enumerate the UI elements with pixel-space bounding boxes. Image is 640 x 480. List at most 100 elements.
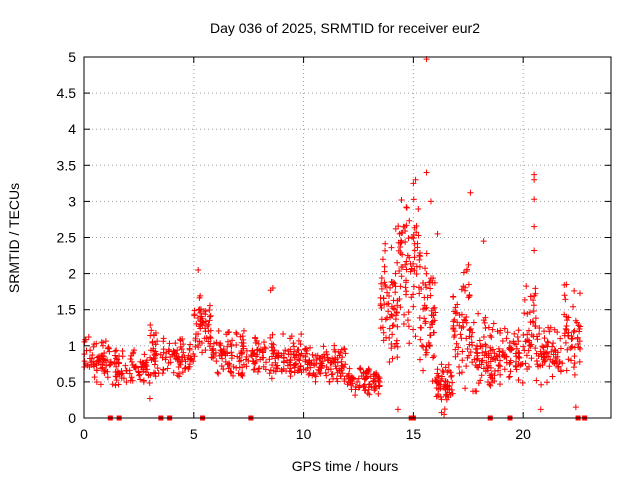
data-point xyxy=(423,250,430,257)
data-point xyxy=(207,312,214,319)
data-point xyxy=(180,349,187,356)
data-point xyxy=(536,330,543,337)
axis-ticks-layer: 0 0.5 1 1.5 2 2.5 3 3.5 4 4.5 5 0 5 10 15 20 xyxy=(57,49,611,442)
data-point xyxy=(280,354,287,361)
data-point xyxy=(454,350,461,357)
data-point xyxy=(210,353,217,360)
outlier-point xyxy=(572,404,579,411)
data-point xyxy=(438,396,445,403)
data-point xyxy=(411,240,418,247)
data-point xyxy=(559,360,566,367)
data-point xyxy=(554,329,561,336)
data-point xyxy=(400,223,407,230)
data-point xyxy=(477,342,484,349)
data-point xyxy=(393,337,400,344)
data-point xyxy=(331,342,338,349)
data-point xyxy=(375,390,382,397)
outlier-point xyxy=(441,411,448,418)
data-point xyxy=(355,375,362,382)
data-point xyxy=(259,349,266,356)
data-point xyxy=(401,311,408,318)
data-point xyxy=(521,347,528,354)
y-tick-label: 5 xyxy=(68,49,76,65)
data-point xyxy=(396,267,403,274)
data-point xyxy=(192,335,199,342)
data-point xyxy=(212,349,219,356)
outlier-point xyxy=(531,176,538,183)
data-point xyxy=(411,254,418,261)
data-point xyxy=(243,363,250,370)
data-point xyxy=(141,361,148,368)
data-point xyxy=(309,351,316,358)
outlier-point xyxy=(434,230,441,237)
data-point xyxy=(103,362,110,369)
data-point xyxy=(536,324,543,331)
data-point xyxy=(452,304,459,311)
data-point xyxy=(254,368,261,375)
data-point xyxy=(478,372,485,379)
data-point xyxy=(576,290,583,297)
data-point xyxy=(334,359,341,366)
data-point xyxy=(469,329,476,336)
data-point xyxy=(191,312,198,319)
data-point xyxy=(531,292,538,299)
data-point xyxy=(457,331,464,338)
data-point xyxy=(442,378,449,385)
data-point xyxy=(177,337,184,344)
data-point xyxy=(539,362,546,369)
data-point xyxy=(391,343,398,350)
data-point xyxy=(475,310,482,317)
data-point xyxy=(422,320,429,327)
data-point xyxy=(400,321,407,328)
data-point xyxy=(93,340,100,347)
data-point xyxy=(522,360,529,367)
data-point xyxy=(390,305,397,312)
data-point xyxy=(195,344,202,351)
data-point xyxy=(379,324,386,331)
y-tick-label: 0 xyxy=(68,410,76,426)
data-point xyxy=(463,363,470,370)
data-point xyxy=(167,359,174,366)
data-point xyxy=(390,322,397,329)
data-point xyxy=(178,345,185,352)
data-point xyxy=(497,329,504,336)
data-point xyxy=(561,292,568,299)
data-point xyxy=(136,372,143,379)
data-point xyxy=(468,339,475,346)
data-point xyxy=(357,366,364,373)
data-point xyxy=(426,332,433,339)
data-point xyxy=(410,283,417,290)
data-point xyxy=(485,379,492,386)
data-point xyxy=(497,363,504,370)
data-point xyxy=(113,347,120,354)
data-point xyxy=(104,345,111,352)
data-point xyxy=(305,371,312,378)
data-point xyxy=(170,369,177,376)
data-point xyxy=(269,362,276,369)
data-point xyxy=(380,329,387,336)
data-point xyxy=(326,378,333,385)
data-point xyxy=(568,335,575,342)
data-point xyxy=(228,342,235,349)
data-point xyxy=(128,352,135,359)
data-point xyxy=(568,357,575,364)
data-point xyxy=(269,353,276,360)
data-point xyxy=(429,321,436,328)
data-point xyxy=(205,338,212,345)
data-point xyxy=(397,249,404,256)
data-point xyxy=(435,386,442,393)
data-point xyxy=(219,349,226,356)
data-point xyxy=(223,331,230,338)
data-point xyxy=(431,304,438,311)
data-point xyxy=(339,354,346,361)
data-point xyxy=(147,321,154,328)
data-point xyxy=(114,356,121,363)
data-point xyxy=(312,373,319,380)
data-point xyxy=(525,363,532,370)
data-point xyxy=(267,334,274,341)
data-point xyxy=(422,265,429,272)
data-point xyxy=(520,343,527,350)
data-point xyxy=(403,204,410,211)
data-point xyxy=(426,279,433,286)
data-point xyxy=(253,357,260,364)
